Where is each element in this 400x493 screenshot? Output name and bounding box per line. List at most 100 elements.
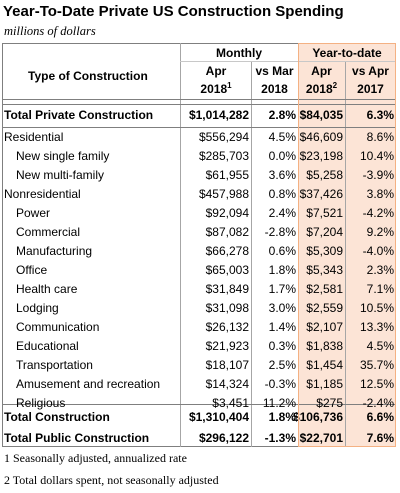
cell-vs-apr2017: 3.8% [366,187,394,201]
row-label: Residential [4,130,64,144]
cell-apr2018: $61,955 [205,168,249,182]
cell-apr2018: $65,003 [205,263,249,277]
cell-vs-mar: 0.8% [268,187,296,201]
cell-ytd2018: $23,198 [299,149,343,163]
cell-ytd2018: $1,454 [306,358,343,372]
cell-vs-apr2017: 8.6% [366,130,394,144]
header-vs-apr-line1: vs Apr [352,64,389,78]
col-divider [345,61,346,447]
cell-apr2018: $1,014,282 [188,108,249,122]
row-label: Manufacturing [16,244,93,258]
ytd-highlight [298,43,396,447]
col-divider [180,43,181,447]
page-title: Year-To-Date Private US Construction Spe… [3,3,344,20]
row-label: Total Private Construction [4,108,154,122]
row-label: New single family [16,149,110,163]
cell-ytd2018: $37,426 [299,187,343,201]
header-vs-mar-line1: vs Mar [255,64,294,78]
header-ytd2018-line1: Apr [311,64,332,78]
cell-vs-apr2017: 10.5% [359,301,394,315]
cell-apr2018: $3,451 [212,396,249,410]
cell-ytd2018: $46,609 [299,130,343,144]
cell-apr2018: $92,094 [205,206,249,220]
cell-vs-apr2017: 10.4% [359,149,394,163]
col-divider [251,61,252,447]
cell-ytd2018: $2,581 [306,282,343,296]
cell-vs-apr2017: -2.4% [362,396,394,410]
cell-vs-mar: -2.8% [264,225,296,239]
row-label: Amusement and recreation [16,377,161,391]
header-vs-mar: vs Mar 2018 [251,64,298,96]
cell-apr2018: $1,310,404 [188,410,249,424]
cell-vs-apr2017: 6.6% [366,410,394,424]
cell-vs-apr2017: 2.3% [366,263,394,277]
row-label: Total Public Construction [4,431,150,445]
cell-vs-apr2017: 13.3% [359,320,394,334]
cell-apr2018: $66,278 [205,244,249,258]
cell-vs-mar: 11.2% [262,396,296,410]
header-group-rule [180,61,396,62]
footnote-ref-2: 2 [332,81,338,90]
cell-vs-apr2017: 9.2% [366,225,394,239]
row-label: Educational [16,339,79,353]
cell-vs-apr2017: -3.9% [362,168,394,182]
header-ytd2018-line2: 20182 [298,81,345,97]
cell-apr2018: $18,107 [205,358,249,372]
header-vs-apr-line2: 2017 [357,82,384,96]
cell-vs-apr2017: 12.5% [359,377,394,391]
cell-vs-mar: 1.8% [268,410,296,424]
row-label: Total Construction [4,410,110,424]
cell-ytd2018: $5,258 [306,168,343,182]
cell-vs-mar: 2.4% [268,206,296,220]
row-label: Transportation [16,358,93,372]
row-label: New multi-family [16,168,105,182]
total-rule [2,404,396,405]
cell-vs-mar: 4.5% [268,130,296,144]
cell-vs-mar: 2.5% [268,358,296,372]
cell-vs-mar: 0.3% [268,339,296,353]
cell-vs-apr2017: -4.0% [362,244,394,258]
row-label: Communication [16,320,100,334]
cell-vs-apr2017: 4.5% [366,339,394,353]
header-vs-mar-line2: 2018 [261,82,288,96]
cell-ytd2018: $2,107 [306,320,343,334]
cell-vs-mar: 3.6% [268,168,296,182]
cell-vs-mar: -0.3% [264,377,296,391]
cell-ytd2018: $22,701 [299,431,343,445]
cell-vs-mar: 0.6% [268,244,296,258]
cell-ytd2018: $84,035 [299,108,343,122]
cell-ytd2018: $5,343 [306,263,343,277]
cell-vs-apr2017: 7.1% [366,282,394,296]
cell-vs-apr2017: 35.7% [359,358,394,372]
cell-apr2018: $26,132 [205,320,249,334]
header-apr2018: Apr 20181 [182,64,250,96]
footnote-1: 1 Seasonally adjusted, annualized rate [4,451,187,465]
header-ytd: Year-to-date [312,46,382,60]
total-private-rule [2,127,396,128]
cell-ytd2018: $5,309 [306,244,343,258]
row-label: Lodging [16,301,59,315]
cell-vs-mar: 1.8% [268,263,296,277]
row-label: Power [16,206,51,220]
header-apr2018-year: 2018 [200,82,228,96]
cell-vs-mar: 2.8% [268,108,296,122]
footnote-2: 2 Total dollars spent, not seasonally ad… [4,473,219,487]
header-ytd2018: Apr 20182 [298,64,345,96]
row-label: Commercial [16,225,81,239]
cell-apr2018: $31,849 [205,282,249,296]
cell-apr2018: $285,703 [198,149,249,163]
cell-ytd2018: $7,204 [306,225,343,239]
cell-apr2018: $31,098 [205,301,249,315]
header-apr2018-line1: Apr [205,64,227,78]
cell-vs-mar: -1.3% [264,431,296,445]
cell-vs-mar: 1.4% [268,320,296,334]
header-monthly: Monthly [216,46,262,60]
cell-vs-mar: 1.7% [268,282,296,296]
header-apr2018-line2: 20181 [182,82,250,97]
cell-apr2018: $21,923 [205,339,249,353]
header-ytd2018-year: 2018 [305,82,333,96]
header-rule [2,99,396,100]
cell-apr2018: $556,294 [198,130,249,144]
cell-vs-apr2017: 7.6% [366,431,394,445]
cell-apr2018: $87,082 [205,225,249,239]
